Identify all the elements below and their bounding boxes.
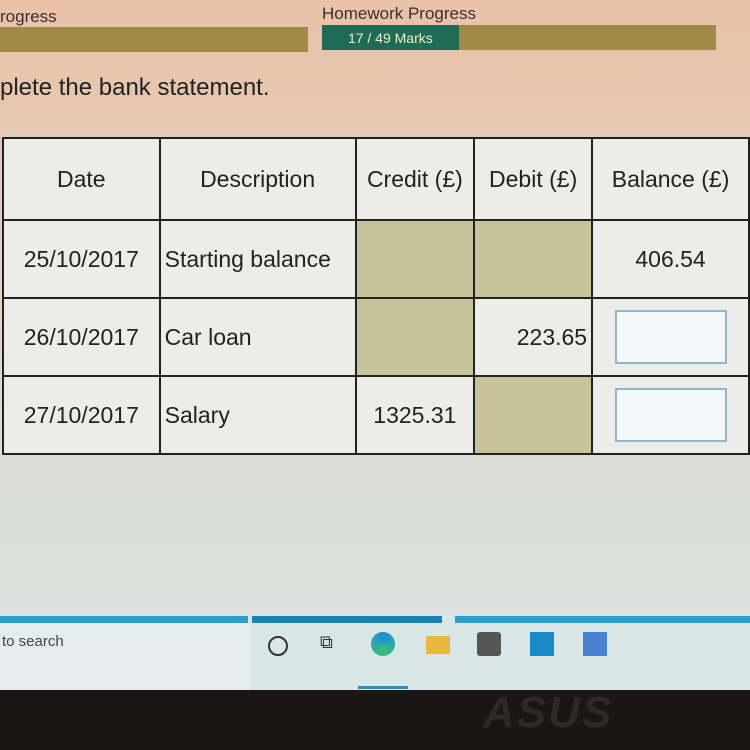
homework-progress-bar: 17 / 49 Marks — [322, 25, 716, 50]
mail-icon[interactable] — [530, 632, 554, 656]
task-view-icon[interactable]: ⧉ — [320, 632, 333, 652]
description-cell: Starting balance — [158, 219, 357, 299]
credit-cell — [354, 297, 476, 377]
screen: rogress Homework Progress 17 / 49 Marks … — [0, 0, 750, 690]
header-credit: Credit (£) — [354, 137, 476, 221]
debit-cell — [473, 219, 594, 299]
progress-label: rogress — [0, 7, 57, 26]
cortana-circle-icon[interactable] — [268, 636, 288, 656]
date-cell: 25/10/2017 — [2, 219, 161, 299]
debit-cell: 223.65 — [473, 297, 594, 377]
search-placeholder: to search — [2, 633, 64, 650]
header-date: Date — [2, 137, 161, 221]
balance-input-row-2[interactable] — [614, 310, 727, 364]
progress-bar — [0, 27, 308, 52]
balance-cell: 406.54 — [591, 219, 750, 299]
window-strip — [0, 616, 248, 623]
table-row: 25/10/2017 Starting balance 406.54 — [2, 219, 750, 299]
header-description: Description — [158, 137, 357, 221]
app-icon[interactable] — [583, 632, 607, 656]
description-cell: Salary — [158, 375, 357, 455]
table-row: 26/10/2017 Car loan 223.65 — [2, 297, 750, 377]
date-cell: 27/10/2017 — [2, 375, 161, 455]
store-icon[interactable] — [477, 632, 501, 656]
table-row: 27/10/2017 Salary 1325.31 — [2, 375, 750, 455]
header-balance: Balance (£) — [591, 137, 750, 221]
file-explorer-icon[interactable] — [426, 636, 450, 654]
balance-cell — [591, 297, 750, 377]
window-strip — [252, 616, 442, 623]
header-debit: Debit (£) — [473, 137, 594, 221]
edge-icon[interactable] — [371, 632, 395, 656]
window-strip — [455, 616, 750, 623]
debit-cell — [473, 375, 594, 455]
homework-progress-fill: 17 / 49 Marks — [322, 25, 459, 50]
table-header-row: Date Description Credit (£) Debit (£) Ba… — [2, 137, 750, 221]
search-box[interactable]: to search — [0, 623, 250, 690]
homework-progress-label: Homework Progress — [322, 4, 476, 23]
balance-input-row-3[interactable] — [614, 388, 727, 442]
description-cell: Car loan — [158, 297, 357, 377]
instruction-text: plete the bank statement. — [0, 74, 270, 101]
bank-statement-table: Date Description Credit (£) Debit (£) Ba… — [2, 137, 750, 455]
date-cell: 26/10/2017 — [2, 297, 161, 377]
balance-cell — [591, 375, 750, 455]
credit-cell: 1325.31 — [354, 375, 476, 455]
credit-cell — [354, 219, 476, 299]
asus-logo: ASUS — [483, 688, 614, 737]
active-app-indicator — [358, 686, 408, 689]
